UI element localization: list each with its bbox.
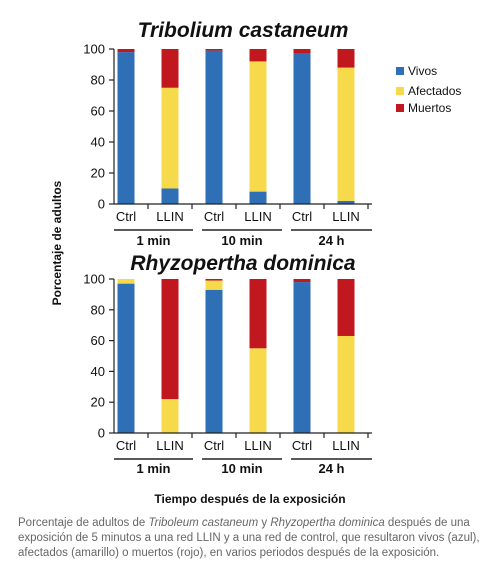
y-tick-label: 0	[98, 426, 105, 441]
category-label: LLIN	[156, 438, 183, 453]
legend-swatch	[396, 104, 404, 112]
caption-part-1: Porcentaje de adultos de	[18, 517, 149, 529]
bar-segment	[249, 49, 267, 62]
bar-segment	[161, 87, 179, 189]
figure-caption: Porcentaje de adultos de Triboleum casta…	[18, 516, 486, 561]
category-label: LLIN	[244, 438, 271, 453]
bar-segment	[205, 289, 223, 433]
x-axis-title: Tiempo después de la exposición	[154, 492, 345, 506]
group-label: 10 min	[221, 461, 262, 476]
bar-segment	[337, 279, 355, 336]
legend-label: Vivos	[408, 64, 437, 78]
legend-label: Afectados	[408, 84, 461, 98]
y-axis-title: Porcentaje de adultos	[50, 180, 64, 305]
y-tick-label: 100	[83, 42, 105, 57]
group-label: 1 min	[137, 233, 171, 248]
category-label: LLIN	[332, 209, 359, 224]
category-label: LLIN	[156, 209, 183, 224]
category-label: Ctrl	[204, 438, 224, 453]
group-label: 24 h	[318, 461, 344, 476]
bar-segment	[205, 50, 223, 204]
bar-segment	[293, 279, 311, 283]
y-tick-label: 0	[98, 197, 105, 212]
y-tick-label: 60	[91, 333, 105, 348]
y-tick-label: 40	[91, 135, 105, 150]
legend-swatch	[396, 67, 404, 75]
bar-segment	[117, 52, 135, 204]
category-label: Ctrl	[292, 209, 312, 224]
bar-segment	[205, 49, 223, 51]
category-label: LLIN	[332, 438, 359, 453]
bar-segment	[337, 200, 355, 204]
bar-segment	[161, 188, 179, 204]
group-label: 1 min	[137, 461, 171, 476]
group-label: 24 h	[318, 233, 344, 248]
chart-title: Rhyzopertha dominica	[130, 252, 356, 275]
y-tick-label: 80	[91, 302, 105, 317]
y-tick-label: 60	[91, 104, 105, 119]
caption-part-2: y	[258, 517, 271, 529]
group-label: 10 min	[221, 233, 262, 248]
chart-title: Tribolium castaneum	[138, 19, 349, 42]
caption-part-3: después de una exposición de 5 minutos a…	[18, 517, 480, 559]
bar-segment	[293, 53, 311, 205]
legend-label: Muertos	[408, 101, 451, 115]
bar-segment	[249, 279, 267, 349]
category-label: Ctrl	[116, 209, 136, 224]
caption-species-1: Triboleum castaneum	[148, 517, 259, 529]
bar-segment	[249, 61, 267, 192]
y-tick-label: 40	[91, 364, 105, 379]
bar-segment	[337, 49, 355, 68]
bar-segment	[205, 279, 223, 281]
legend-swatch	[396, 87, 404, 95]
category-label: Ctrl	[116, 438, 136, 453]
bar-segment	[337, 67, 355, 201]
y-tick-label: 100	[83, 272, 105, 287]
y-tick-label: 20	[91, 166, 105, 181]
bar-segment	[117, 279, 135, 284]
bar-segment	[117, 283, 135, 433]
bar-segment	[161, 279, 179, 400]
bar-segment	[161, 49, 179, 88]
bar-segment	[293, 282, 311, 433]
bar-segment	[249, 348, 267, 433]
bar-segment	[117, 49, 135, 53]
category-label: Ctrl	[204, 209, 224, 224]
y-tick-label: 80	[91, 73, 105, 88]
bar-segment	[249, 191, 267, 204]
bar-segment	[293, 49, 311, 54]
bar-segment	[205, 280, 223, 290]
category-label: LLIN	[244, 209, 271, 224]
y-tick-label: 20	[91, 395, 105, 410]
bar-segment	[337, 335, 355, 433]
bar-segment	[161, 399, 179, 433]
category-label: Ctrl	[292, 438, 312, 453]
caption-species-2: Rhyzopertha dominica	[270, 517, 385, 529]
